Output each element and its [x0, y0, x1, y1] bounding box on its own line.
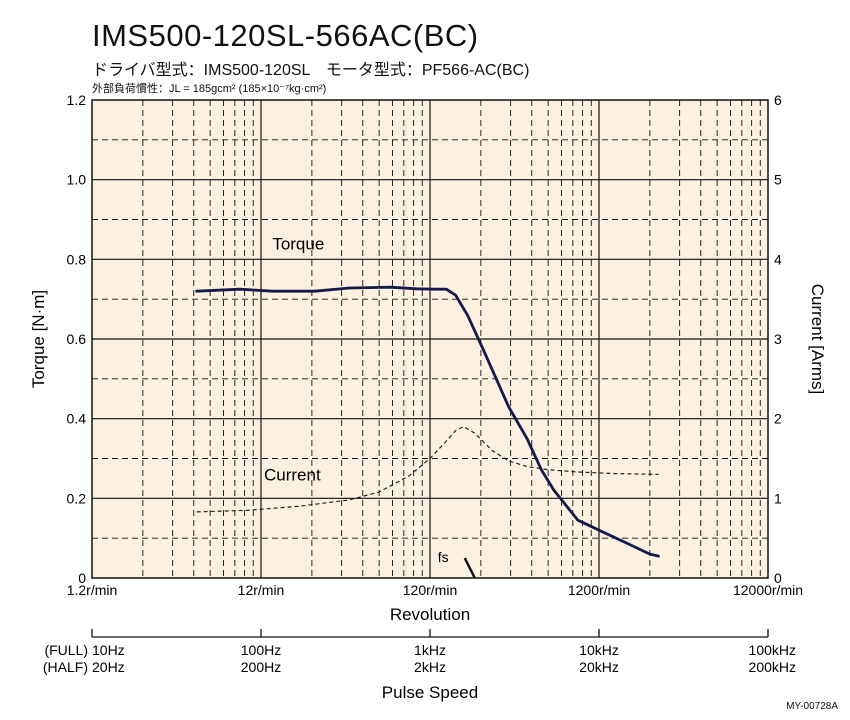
y-left-tick-label: 1.0: [67, 172, 87, 188]
pulse-full-tick-label: 100kHz: [749, 642, 796, 658]
figure-code: MY-00728A: [786, 701, 838, 712]
x-tick-label: 120r/min: [403, 582, 457, 598]
y-right-tick-label: 6: [774, 92, 782, 108]
torque-series-line: [195, 285, 660, 558]
pulse-full-tick-label: 10kHz: [579, 642, 619, 658]
fs-annotation: fs: [438, 549, 476, 579]
current-series-label: Current: [264, 465, 321, 484]
y-left-tick-label: 0.4: [67, 411, 87, 427]
y-left-tick-label: 0.2: [67, 490, 87, 506]
y-axis-left-label: Torque [N·m]: [29, 290, 48, 388]
x-tick-label: 12r/min: [238, 582, 285, 598]
torque-series-label: Torque: [272, 234, 324, 253]
x-axis-label: Revolution: [390, 605, 470, 624]
y-right-tick-label: 1: [774, 490, 782, 506]
y-left-tick-label: 0: [78, 570, 86, 586]
pulse-half-tick-label: 200kHz: [749, 659, 796, 675]
x-tick-label: 1.2r/min: [67, 582, 118, 598]
current-series-line: [196, 425, 659, 513]
y-left-tick-label: 0.6: [67, 331, 87, 347]
y-left-tick-label: 0.8: [67, 251, 87, 267]
y-right-tick-label: 4: [774, 251, 782, 267]
y-axis-right-label: Current [Arms]: [808, 284, 827, 395]
load-inertia-note: 外部負荷慣性：JL = 185gcm² (185×10⁻⁷kg·cm²): [92, 83, 327, 95]
model-subtitle: ドライバ型式：IMS500-120SL モータ型式：PF566-AC(BC): [92, 62, 530, 79]
pulse-half-tick-label: 20kHz: [579, 659, 619, 675]
y-right-tick-label: 5: [774, 172, 782, 188]
y-right-tick-label: 2: [774, 411, 782, 427]
pulse-half-label: (HALF): [43, 659, 88, 675]
y-right-tick-label: 0: [774, 570, 782, 586]
pulse-full-tick-label: 100Hz: [241, 642, 281, 658]
fs-label: fs: [438, 549, 449, 565]
grid-lines: [91, 99, 769, 579]
fs-marker-line: [463, 557, 476, 579]
plot-frame: [91, 99, 769, 579]
chart-title: IMS500-120SL-566AC(BC): [92, 18, 479, 53]
x-tick-label: 1200r/min: [568, 582, 630, 598]
pulse-half-tick-label: 200Hz: [241, 659, 281, 675]
pulse-half-tick-label: 20Hz: [92, 659, 125, 675]
y-left-tick-label: 1.2: [67, 92, 87, 108]
pulse-full-tick-label: 10Hz: [92, 642, 125, 658]
x-tick-label: 12000r/min: [733, 582, 803, 598]
y-right-tick-label: 3: [774, 331, 782, 347]
pulse-full-tick-label: 1kHz: [414, 642, 446, 658]
pulse-axis-title: Pulse Speed: [382, 683, 478, 702]
pulse-full-label: (FULL): [44, 642, 88, 658]
pulse-half-tick-label: 2kHz: [414, 659, 446, 675]
